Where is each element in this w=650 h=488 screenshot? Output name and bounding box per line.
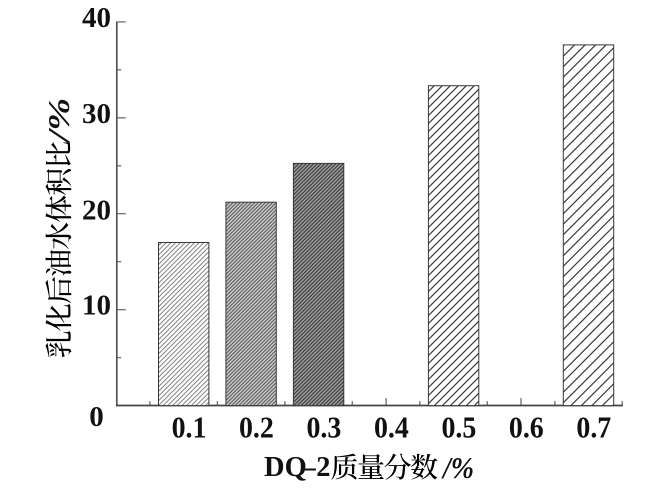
svg-text:20: 20 <box>82 194 111 226</box>
svg-text:40: 40 <box>82 2 111 34</box>
svg-text:0.6: 0.6 <box>509 411 544 445</box>
svg-text:DQ: DQ <box>264 452 307 483</box>
svg-text:30: 30 <box>82 98 111 130</box>
svg-text:10: 10 <box>82 289 111 321</box>
svg-text:2: 2 <box>316 452 330 483</box>
svg-text:0.1: 0.1 <box>172 411 207 445</box>
svg-text:/%: /% <box>441 450 474 485</box>
svg-text:0.3: 0.3 <box>306 411 341 445</box>
svg-text:0.5: 0.5 <box>441 411 476 445</box>
svg-text:0.2: 0.2 <box>239 411 274 445</box>
svg-text:0.7: 0.7 <box>576 411 611 445</box>
svg-text:0.4: 0.4 <box>374 411 409 445</box>
svg-text:/%: /% <box>41 98 76 145</box>
svg-text:0: 0 <box>89 401 104 433</box>
svg-text:–: – <box>301 452 317 483</box>
